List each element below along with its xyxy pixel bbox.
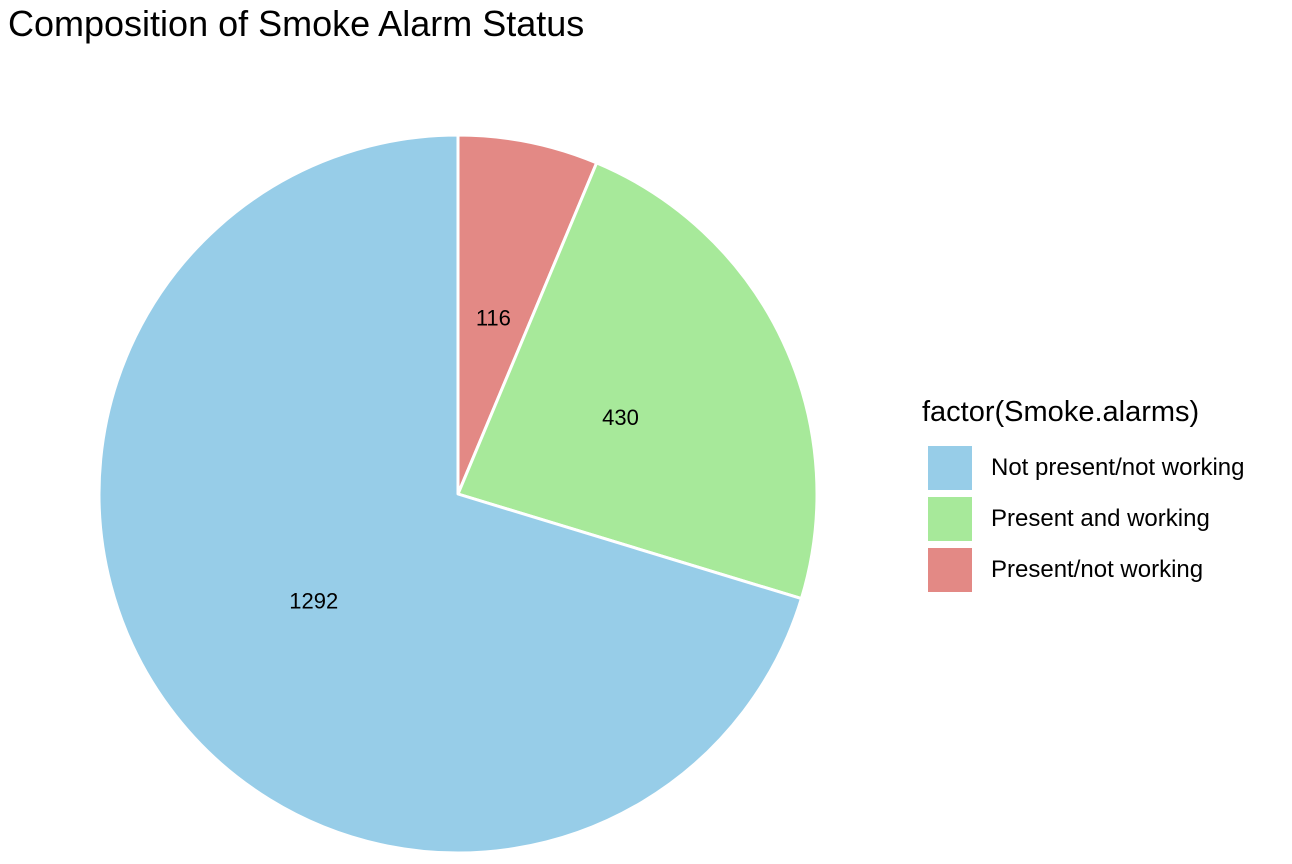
legend-item-not-present: Not present/not working bbox=[922, 442, 1244, 493]
pie-slices bbox=[97, 133, 819, 855]
pie-label-present-not-working: 116 bbox=[476, 306, 511, 331]
legend-label-present-working: Present and working bbox=[991, 504, 1210, 532]
legend-label-not-present: Not present/not working bbox=[991, 453, 1245, 481]
pie-label-not-present-not-working: 1292 bbox=[289, 588, 338, 613]
pie-slice-not-present-not-working bbox=[97, 133, 803, 855]
legend-swatch-present-not-working bbox=[928, 547, 972, 592]
legend-label-present-not-working: Present/not working bbox=[991, 555, 1204, 583]
chart-title: Composition of Smoke Alarm Status bbox=[8, 3, 585, 44]
pie-slice-present-not-working bbox=[456, 133, 599, 496]
legend-item-present-working: Present and working bbox=[922, 493, 1244, 544]
pie-slice-present-and-working bbox=[456, 161, 819, 601]
pie-value-labels: 116 430 1292 bbox=[289, 306, 639, 614]
legend-swatch-present-working bbox=[928, 496, 972, 541]
legend: factor(Smoke.alarms) Not present/not wor… bbox=[922, 392, 1244, 595]
legend-swatch-not-present bbox=[928, 445, 972, 490]
pie-label-present-and-working: 430 bbox=[602, 405, 639, 430]
legend-title: factor(Smoke.alarms) bbox=[922, 396, 1200, 428]
legend-item-present-not-working: Present/not working bbox=[922, 544, 1244, 595]
